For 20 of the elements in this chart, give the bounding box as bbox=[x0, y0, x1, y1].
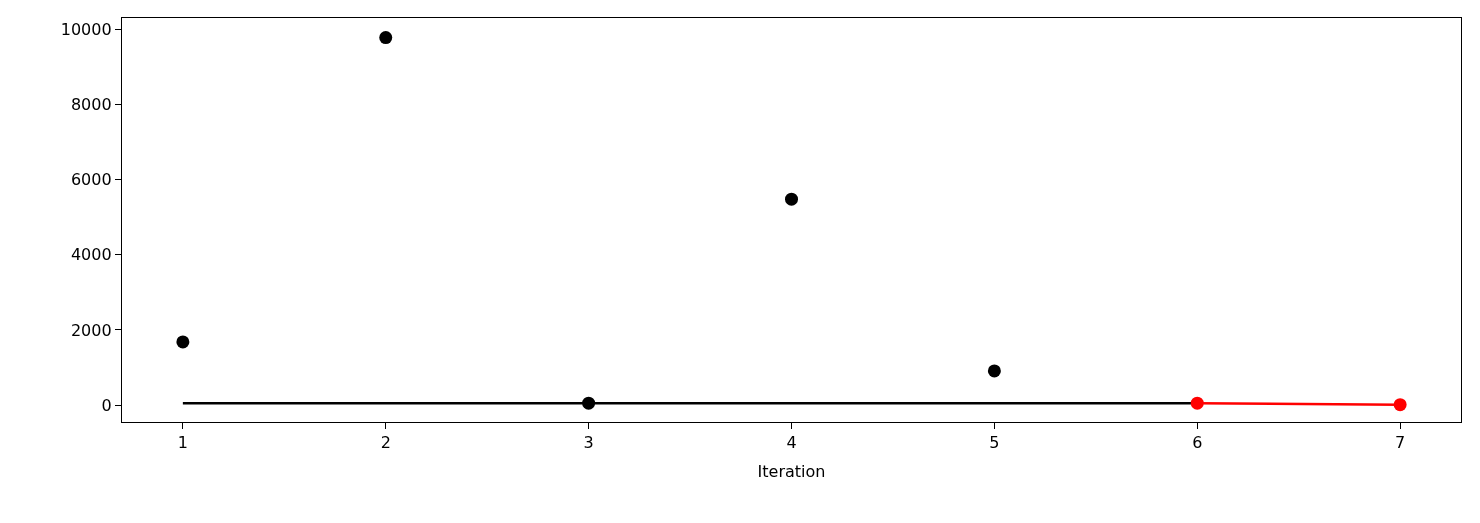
point bbox=[785, 192, 798, 206]
x-tick-label: 1 bbox=[177, 433, 188, 453]
point bbox=[1190, 396, 1204, 410]
x-tick-label: 2 bbox=[380, 433, 391, 453]
point bbox=[379, 31, 393, 45]
point bbox=[176, 335, 190, 349]
y-tick-label: 0 bbox=[101, 395, 112, 415]
x-tick-label: 4 bbox=[786, 433, 797, 453]
x-axis-title: Iteration bbox=[757, 462, 826, 482]
y-tick-label: 8000 bbox=[70, 95, 112, 115]
point bbox=[987, 364, 1001, 378]
x-tick-label: 7 bbox=[1395, 433, 1406, 453]
x-tick-label: 5 bbox=[989, 433, 1000, 453]
point bbox=[1393, 398, 1407, 412]
y-tick-label: 10000 bbox=[60, 19, 112, 39]
y-tick-label: 4000 bbox=[70, 245, 112, 265]
y-tick-label: 2000 bbox=[70, 320, 112, 340]
x-tick-label: 6 bbox=[1192, 433, 1203, 453]
y-tick-label: 6000 bbox=[70, 170, 112, 190]
x-tick-label: 3 bbox=[583, 433, 594, 453]
